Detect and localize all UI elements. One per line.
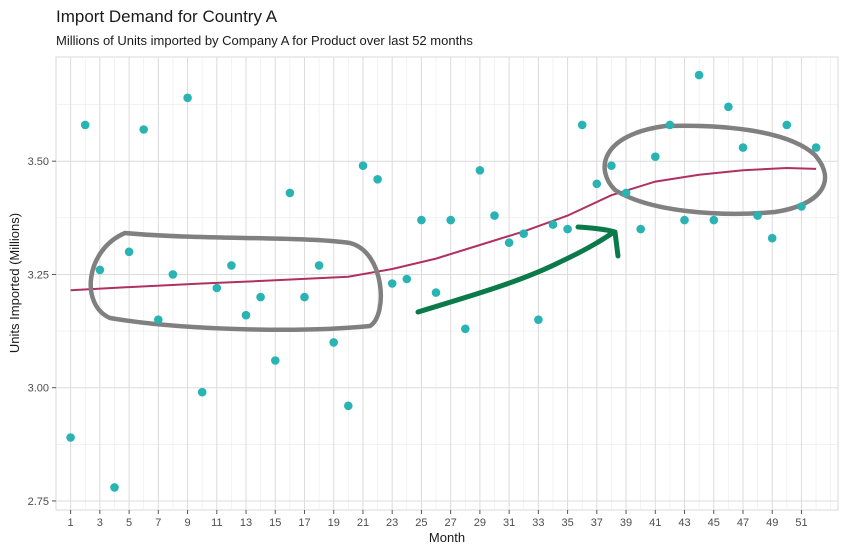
x-tick-label: 31 xyxy=(503,517,515,529)
annotations xyxy=(88,123,828,332)
data-point xyxy=(548,220,558,229)
x-tick-label: 45 xyxy=(708,517,720,529)
x-tick-label: 47 xyxy=(737,517,749,529)
data-point xyxy=(431,288,441,297)
data-point xyxy=(285,188,295,198)
data-point xyxy=(110,483,119,492)
chart-title: Import Demand for Country A xyxy=(56,7,278,26)
annotation-arrow-head xyxy=(575,224,621,259)
data-point xyxy=(724,102,733,112)
x-tick-label: 5 xyxy=(126,517,132,529)
y-tick-label: 2.75 xyxy=(28,496,49,508)
x-tick-label: 9 xyxy=(184,517,190,529)
data-point xyxy=(227,261,236,270)
data-point xyxy=(475,166,485,175)
x-tick-label: 13 xyxy=(240,517,252,529)
data-point xyxy=(490,211,499,220)
annotation-circle-right xyxy=(602,123,828,217)
y-axis-title: Units Imported (Millions) xyxy=(7,213,22,353)
x-tick-label: 1 xyxy=(68,517,74,529)
data-point xyxy=(256,292,265,302)
data-point xyxy=(314,261,324,270)
data-point xyxy=(417,215,426,225)
data-point xyxy=(212,283,222,293)
x-tick-label: 17 xyxy=(298,517,310,529)
trend-layer xyxy=(70,166,817,292)
data-point xyxy=(753,211,762,220)
data-point xyxy=(183,93,192,103)
points-layer xyxy=(66,70,821,492)
x-tick-label: 35 xyxy=(561,517,573,529)
x-axis-title: Month xyxy=(429,530,465,545)
y-tick-label: 3.00 xyxy=(28,383,49,395)
x-tick-label: 25 xyxy=(415,517,427,529)
x-tick-label: 39 xyxy=(620,517,632,529)
data-point xyxy=(607,161,616,170)
data-point xyxy=(709,215,719,225)
x-tick-label: 51 xyxy=(795,517,807,529)
data-point xyxy=(402,274,412,284)
data-point xyxy=(461,324,470,334)
data-point xyxy=(504,238,514,247)
x-tick-label: 11 xyxy=(211,517,222,529)
trend-line xyxy=(70,166,817,292)
data-point xyxy=(387,279,397,288)
data-point xyxy=(139,125,148,134)
x-tick-label: 15 xyxy=(269,517,281,529)
data-point xyxy=(636,224,645,234)
data-point xyxy=(651,152,660,161)
x-tick-label: 37 xyxy=(591,517,603,529)
data-point xyxy=(80,120,90,130)
data-point xyxy=(373,175,382,184)
data-point xyxy=(577,120,587,130)
data-point xyxy=(621,188,631,198)
chart-subtitle: Millions of Units imported by Company A … xyxy=(56,33,473,48)
x-axis: 1 3 5 7 9 11 13 15 17 19 21 23 25 27 29 31 33 35 37 39 41 43 4… xyxy=(68,510,808,529)
data-point xyxy=(344,401,353,411)
data-point xyxy=(168,270,178,279)
data-point xyxy=(300,292,309,302)
data-point xyxy=(197,387,207,397)
data-point xyxy=(66,433,75,442)
annotation-circle-left xyxy=(88,230,384,332)
data-point xyxy=(797,202,806,211)
x-tick-label: 3 xyxy=(97,517,103,529)
x-tick-label: 21 xyxy=(357,517,369,529)
data-point xyxy=(519,229,528,238)
data-point xyxy=(680,215,689,225)
data-point xyxy=(563,224,572,234)
data-point xyxy=(782,120,792,130)
data-point xyxy=(738,143,748,152)
data-point xyxy=(358,161,368,170)
data-point xyxy=(329,338,339,347)
data-point xyxy=(767,233,777,243)
y-axis: 2.75 3.00 3.25 3.50 xyxy=(28,156,56,508)
x-tick-label: 19 xyxy=(328,517,340,529)
data-point xyxy=(665,120,675,130)
data-point xyxy=(95,265,105,275)
data-point xyxy=(271,356,280,365)
x-tick-label: 23 xyxy=(386,517,398,529)
x-tick-label: 43 xyxy=(678,517,690,529)
data-point xyxy=(241,310,251,320)
data-point xyxy=(534,315,543,325)
x-tick-label: 27 xyxy=(445,517,457,529)
x-tick-label: 7 xyxy=(155,517,161,529)
x-tick-label: 33 xyxy=(532,517,544,529)
x-tick-label: 49 xyxy=(766,517,778,529)
data-point xyxy=(446,215,456,225)
data-point xyxy=(811,143,821,152)
data-point xyxy=(592,179,602,189)
y-tick-label: 3.50 xyxy=(28,156,49,168)
data-point xyxy=(124,247,134,257)
data-point xyxy=(154,315,163,325)
x-tick-label: 29 xyxy=(474,517,486,529)
y-tick-label: 3.25 xyxy=(28,269,49,281)
data-point xyxy=(694,70,704,80)
annotation-arrow-shaft xyxy=(415,229,617,315)
x-tick-label: 41 xyxy=(649,517,661,529)
